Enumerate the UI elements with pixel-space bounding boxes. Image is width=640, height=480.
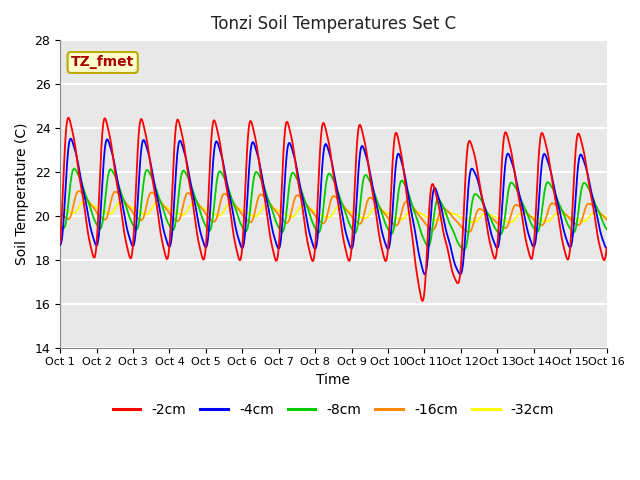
Legend: -2cm, -4cm, -8cm, -16cm, -32cm: -2cm, -4cm, -8cm, -16cm, -32cm [107,397,560,423]
X-axis label: Time: Time [316,373,350,387]
Y-axis label: Soil Temperature (C): Soil Temperature (C) [15,122,29,265]
Text: TZ_fmet: TZ_fmet [71,56,134,70]
Title: Tonzi Soil Temperatures Set C: Tonzi Soil Temperatures Set C [211,15,456,33]
